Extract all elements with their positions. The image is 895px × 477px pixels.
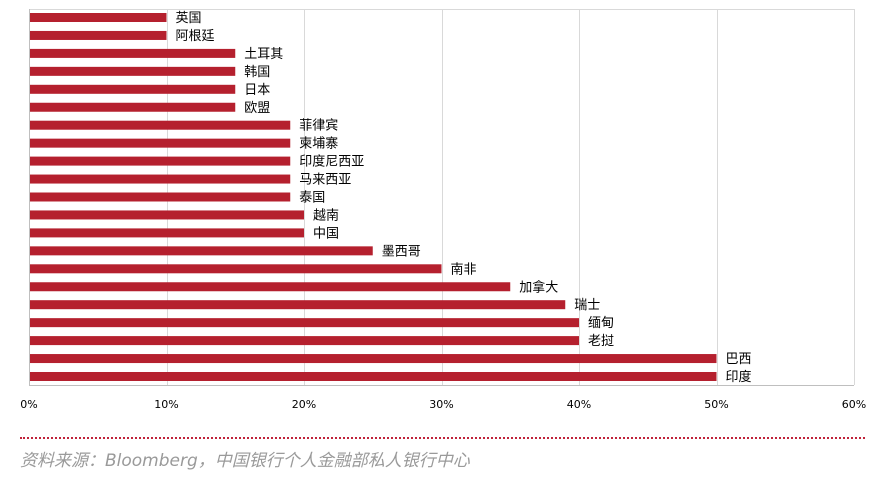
- category-label-土耳其: 土耳其: [244, 47, 283, 62]
- category-label-柬埔寨: 柬埔寨: [299, 136, 338, 152]
- bars: [29, 13, 717, 381]
- category-label-中国: 中国: [313, 226, 339, 241]
- category-label-马来西亚: 马来西亚: [299, 173, 351, 188]
- bar-阿根廷: [29, 30, 167, 40]
- bar-南非: [29, 264, 442, 274]
- bar-柬埔寨: [29, 138, 291, 148]
- category-labels: 英国阿根廷土耳其韩国日本欧盟菲律宾柬埔寨印度尼西亚马来西亚泰国越南中国墨西哥南非…: [176, 11, 752, 385]
- x-tick-label-0%: 0%: [20, 398, 37, 411]
- bar-墨西哥: [29, 246, 373, 256]
- bar-加拿大: [29, 282, 511, 292]
- category-label-瑞士: 瑞士: [574, 298, 600, 313]
- bar-印度尼西亚: [29, 156, 291, 166]
- bar-菲律宾: [29, 120, 291, 130]
- bar-巴西: [29, 354, 717, 364]
- bar-越南: [29, 210, 304, 220]
- bar-瑞士: [29, 300, 566, 310]
- x-tick-label-50%: 50%: [704, 398, 728, 411]
- category-label-泰国: 泰国: [299, 191, 325, 206]
- source-note: 资料来源：Bloomberg，中国银行个人金融部私人银行中心: [20, 451, 470, 471]
- x-tick-label-20%: 20%: [292, 398, 316, 411]
- category-label-菲律宾: 菲律宾: [299, 118, 338, 134]
- bar-chart: 英国阿根廷土耳其韩国日本欧盟菲律宾柬埔寨印度尼西亚马来西亚泰国越南中国墨西哥南非…: [20, 9, 866, 411]
- dotted-divider: [20, 437, 865, 439]
- gridlines: [29, 9, 855, 385]
- category-label-日本: 日本: [244, 83, 270, 98]
- bar-印度: [29, 372, 717, 381]
- category-label-越南: 越南: [313, 207, 339, 223]
- bar-土耳其: [29, 48, 236, 58]
- category-label-印度尼西亚: 印度尼西亚: [299, 154, 364, 170]
- bar-英国: [29, 13, 167, 22]
- x-tick-label-60%: 60%: [842, 398, 866, 411]
- bar-老挝: [29, 336, 579, 346]
- category-label-南非: 南非: [451, 261, 477, 277]
- category-label-老挝: 老挝: [588, 334, 614, 349]
- x-axis: 0% 10% 20% 30% 40% 50% 60%: [20, 9, 866, 411]
- bar-马来西亚: [29, 174, 291, 184]
- bar-泰国: [29, 192, 291, 202]
- category-label-欧盟: 欧盟: [244, 101, 270, 116]
- bar-欧盟: [29, 102, 236, 112]
- x-tick-label-40%: 40%: [567, 398, 591, 411]
- category-label-缅甸: 缅甸: [588, 316, 614, 331]
- category-label-墨西哥: 墨西哥: [382, 244, 421, 259]
- category-label-加拿大: 加拿大: [519, 279, 558, 295]
- category-label-印度: 印度: [726, 369, 752, 385]
- x-tick-label-30%: 30%: [429, 398, 453, 411]
- bar-中国: [29, 228, 304, 238]
- category-label-韩国: 韩国: [244, 65, 270, 80]
- category-label-英国: 英国: [176, 11, 202, 26]
- bar-缅甸: [29, 318, 579, 328]
- bar-韩国: [29, 66, 236, 76]
- category-label-巴西: 巴西: [726, 352, 752, 367]
- bar-日本: [29, 84, 236, 94]
- category-label-阿根廷: 阿根廷: [176, 29, 215, 44]
- x-tick-label-10%: 10%: [154, 398, 178, 411]
